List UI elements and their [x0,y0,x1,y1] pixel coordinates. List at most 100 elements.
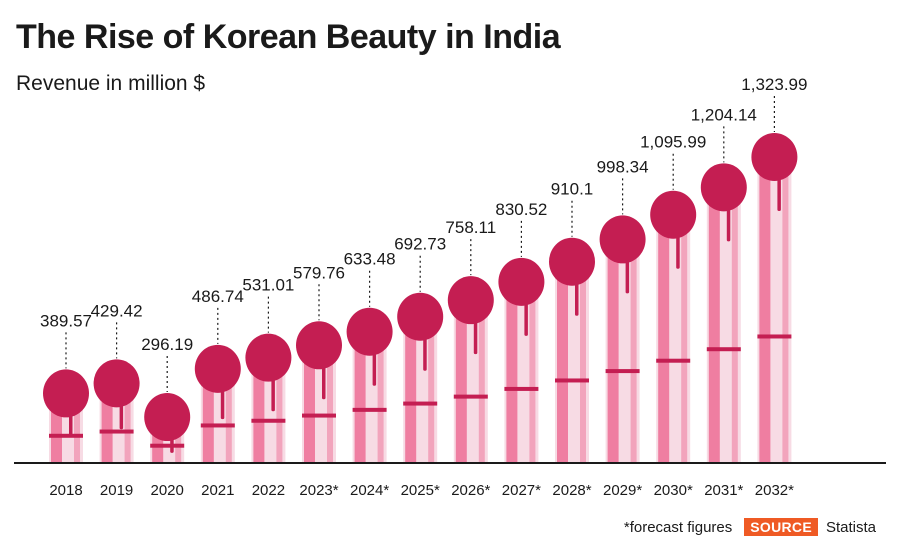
brush-band [352,407,387,412]
brush-band [555,378,589,383]
brush-handle-stripe [506,281,518,463]
brush-band [150,443,185,448]
brush-handle-edge [377,331,384,463]
x-tick-label: 2026* [451,482,490,499]
brush-handle-stripe [455,300,467,463]
brush-handle-edge [327,345,333,463]
bar-2031*: 1,204.14 [691,105,757,463]
brush-head [245,333,292,382]
bar-2025*: 692.73 [394,235,446,463]
brush-head [700,163,747,212]
brush-highlight [220,390,225,420]
brush-highlight [676,236,680,269]
bar-2024*: 633.48 [344,250,396,463]
brush-handle-edge [478,300,485,463]
brush-handle-edge [276,357,283,463]
bar-2026*: 758.11 [445,218,496,463]
x-tick-label: 2023* [299,482,338,499]
value-label: 633.48 [344,250,396,269]
brush-highlight [372,353,377,386]
brush-handle-edge [428,316,435,463]
brush-handle-edge [580,261,586,463]
x-tick-label: 2020 [151,482,184,499]
brush-highlight [271,379,275,412]
brush-handle-stripe [202,368,214,463]
brush-band [757,334,792,339]
brush-band [706,347,741,352]
brush-head [346,307,393,356]
value-label: 758.11 [445,218,496,237]
brush-head [599,215,646,264]
x-tick-label: 2029* [603,482,642,499]
value-label: 429.42 [91,301,143,320]
bar-2030*: 1,095.99 [640,133,706,463]
brush-head [43,369,89,418]
brush-handle-edge [175,417,182,463]
brush-band [251,418,286,423]
brush-handle-edge [782,157,789,463]
brush-handle-edge [681,214,688,463]
brush-handle-stripe [152,417,164,463]
x-tick-label: 2028* [552,482,591,499]
brush-handle-stripe [101,383,113,463]
chart-title: The Rise of Korean Beauty in India [16,18,561,56]
brush-band [49,433,83,438]
brush-band [504,386,539,391]
brush-handle-stripe [405,316,417,463]
value-label: 389.57 [40,311,92,330]
value-label: 910.1 [551,180,594,199]
brush-handle-edge [731,187,738,463]
brush-highlight [524,303,528,336]
x-tick-label: 2022 [252,482,285,499]
brush-band [99,429,134,434]
value-label: 1,323.99 [741,75,807,94]
brush-handle-edge [630,239,637,463]
x-tick-label: 2025* [401,482,440,499]
brush-handle-stripe [354,331,366,463]
brush-highlight [423,338,427,371]
brush-highlight [322,367,326,400]
brush-highlight [119,405,124,430]
brush-handle-stripe [658,214,670,463]
chart-subtitle: Revenue in million $ [16,72,206,95]
brush-highlight [625,261,630,294]
brush-highlight [69,415,73,437]
x-tick-label: 2019 [100,482,133,499]
brush-band [605,369,640,374]
brush-handle-edge [529,281,536,463]
x-tick-label: 2032* [755,482,794,499]
brush-handle-edge [225,368,232,463]
brush-handle-edge [124,383,131,463]
footer: *forecast figures SOURCE Statista [624,518,876,536]
brush-head [397,292,444,341]
brush-head [751,133,798,181]
bar-2029*: 998.34 [597,157,649,463]
brush-highlight [726,209,731,242]
source-badge: SOURCE [744,518,818,536]
brush-handle-stripe [304,345,315,463]
brush-band [403,401,438,406]
brush-head [549,237,595,286]
bar-2019: 429.42 [91,301,143,463]
x-tick-label: 2030* [654,482,693,499]
brush-head [144,393,191,442]
bar-2027*: 830.52 [495,200,547,463]
bar-2018: 389.57 [40,311,92,463]
brush-band [656,358,691,363]
brush-head [447,276,494,325]
brush-handle-stripe [759,157,771,463]
x-tick-label: 2031* [704,482,743,499]
bar-2023*: 579.76 [293,263,345,463]
brush-head [296,321,342,370]
value-label: 830.52 [495,200,547,219]
brush-highlight [575,283,579,316]
bar-2028*: 910.1 [549,180,595,463]
brush-band [453,394,488,399]
brush-head [93,359,140,408]
bar-2022: 531.01 [242,276,294,463]
bar-2020: 296.19 [141,335,193,463]
brush-handle-stripe [708,187,720,463]
brush-handle-stripe [607,239,619,463]
